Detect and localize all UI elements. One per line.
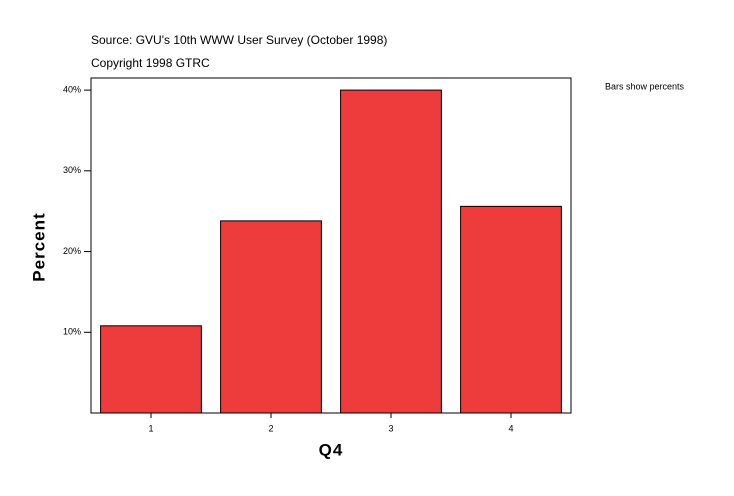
x-tick-label: 4 <box>508 423 513 433</box>
y-tick-label: 10% <box>63 327 81 337</box>
bar <box>340 89 442 414</box>
bar <box>100 325 202 414</box>
y-axis-label: Percent <box>29 212 48 281</box>
x-tick-label: 1 <box>148 423 153 433</box>
plot-frame <box>90 77 572 414</box>
note-text: Bars show percents <box>605 81 685 91</box>
bar <box>460 205 562 414</box>
y-tick-label: 20% <box>63 246 81 256</box>
bar <box>220 220 322 414</box>
source-text: Source: GVU's 10th WWW User Survey (Octo… <box>91 33 387 47</box>
x-tick-label: 2 <box>268 423 273 433</box>
x-tick-label: 3 <box>388 423 393 433</box>
copyright-text: Copyright 1998 GTRC <box>91 56 210 70</box>
y-tick-label: 30% <box>63 165 81 175</box>
y-tick-label: 40% <box>63 84 81 94</box>
x-axis-label: Q4 <box>319 440 344 459</box>
